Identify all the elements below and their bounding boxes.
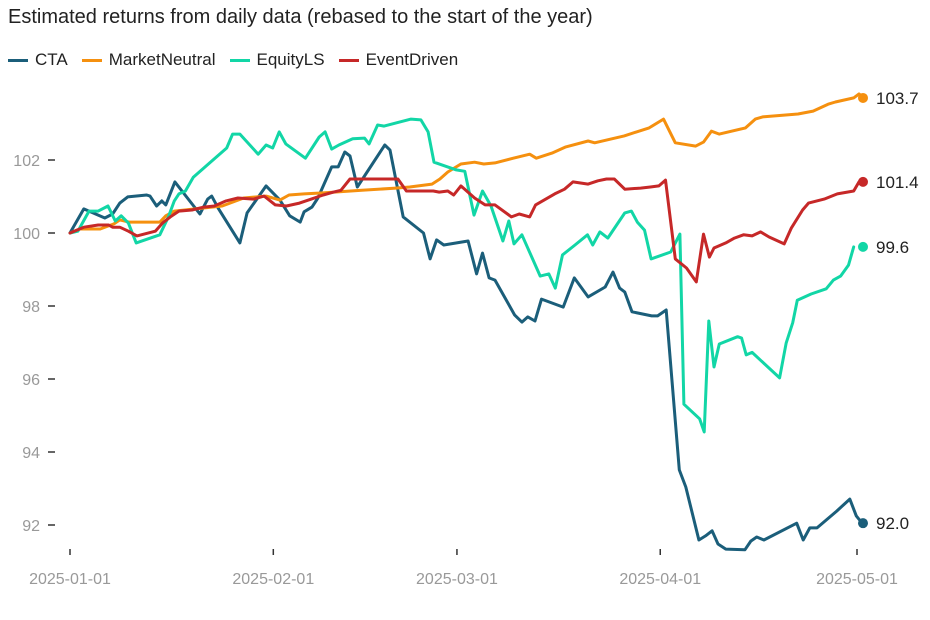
x-tick-label: 2025-03-01	[416, 571, 498, 588]
x-tick-label: 2025-04-01	[619, 571, 701, 588]
x-tick-label: 2025-05-01	[816, 571, 898, 588]
legend-item-eventdriven: EventDriven	[338, 50, 459, 70]
end-label-marketneutral: 103.7	[876, 89, 919, 108]
legend-item-cta: CTA	[8, 50, 68, 70]
end-point-equityls	[858, 241, 868, 252]
end-point-eventdriven	[858, 176, 868, 187]
end-label-eventdriven: 101.4	[876, 173, 919, 192]
series-line-marketneutral	[68, 92, 866, 235]
legend-item-marketneutral: MarketNeutral	[81, 50, 216, 70]
end-point-marketneutral	[858, 92, 868, 103]
legend-item-equityls: EquityLS	[229, 50, 325, 70]
series-line-eventdriven	[68, 177, 861, 284]
y-tick-label: 92	[22, 518, 40, 535]
end-label-equityls: 99.6	[876, 238, 909, 257]
legend-label-eventdriven: EventDriven	[365, 50, 459, 69]
x-tick-label: 2025-02-01	[232, 571, 314, 588]
series-line-equityls	[68, 117, 856, 434]
legend-swatch-eventdriven	[338, 58, 359, 62]
y-tick-label: 94	[22, 445, 40, 462]
y-tick-label: 98	[22, 299, 40, 316]
chart-title: Estimated returns from daily data (rebas…	[8, 6, 593, 28]
end-label-cta: 92.0	[876, 514, 909, 533]
legend-swatch-equityls	[229, 58, 250, 62]
y-tick-label: 100	[13, 226, 40, 243]
series-line-cta	[68, 143, 864, 552]
y-tick-label: 96	[22, 372, 40, 389]
legend-label-equityls: EquityLS	[256, 50, 325, 69]
chart-legend: CTA MarketNeutral EquityLS EventDriven	[8, 50, 458, 70]
legend-swatch-marketneutral	[81, 58, 102, 62]
legend-swatch-cta	[8, 58, 28, 62]
y-tick-label: 102	[13, 153, 40, 170]
legend-label-cta: CTA	[35, 50, 68, 69]
legend-label-marketneutral: MarketNeutral	[108, 50, 216, 69]
x-tick-label: 2025-01-01	[29, 571, 111, 588]
end-point-cta	[858, 518, 868, 529]
